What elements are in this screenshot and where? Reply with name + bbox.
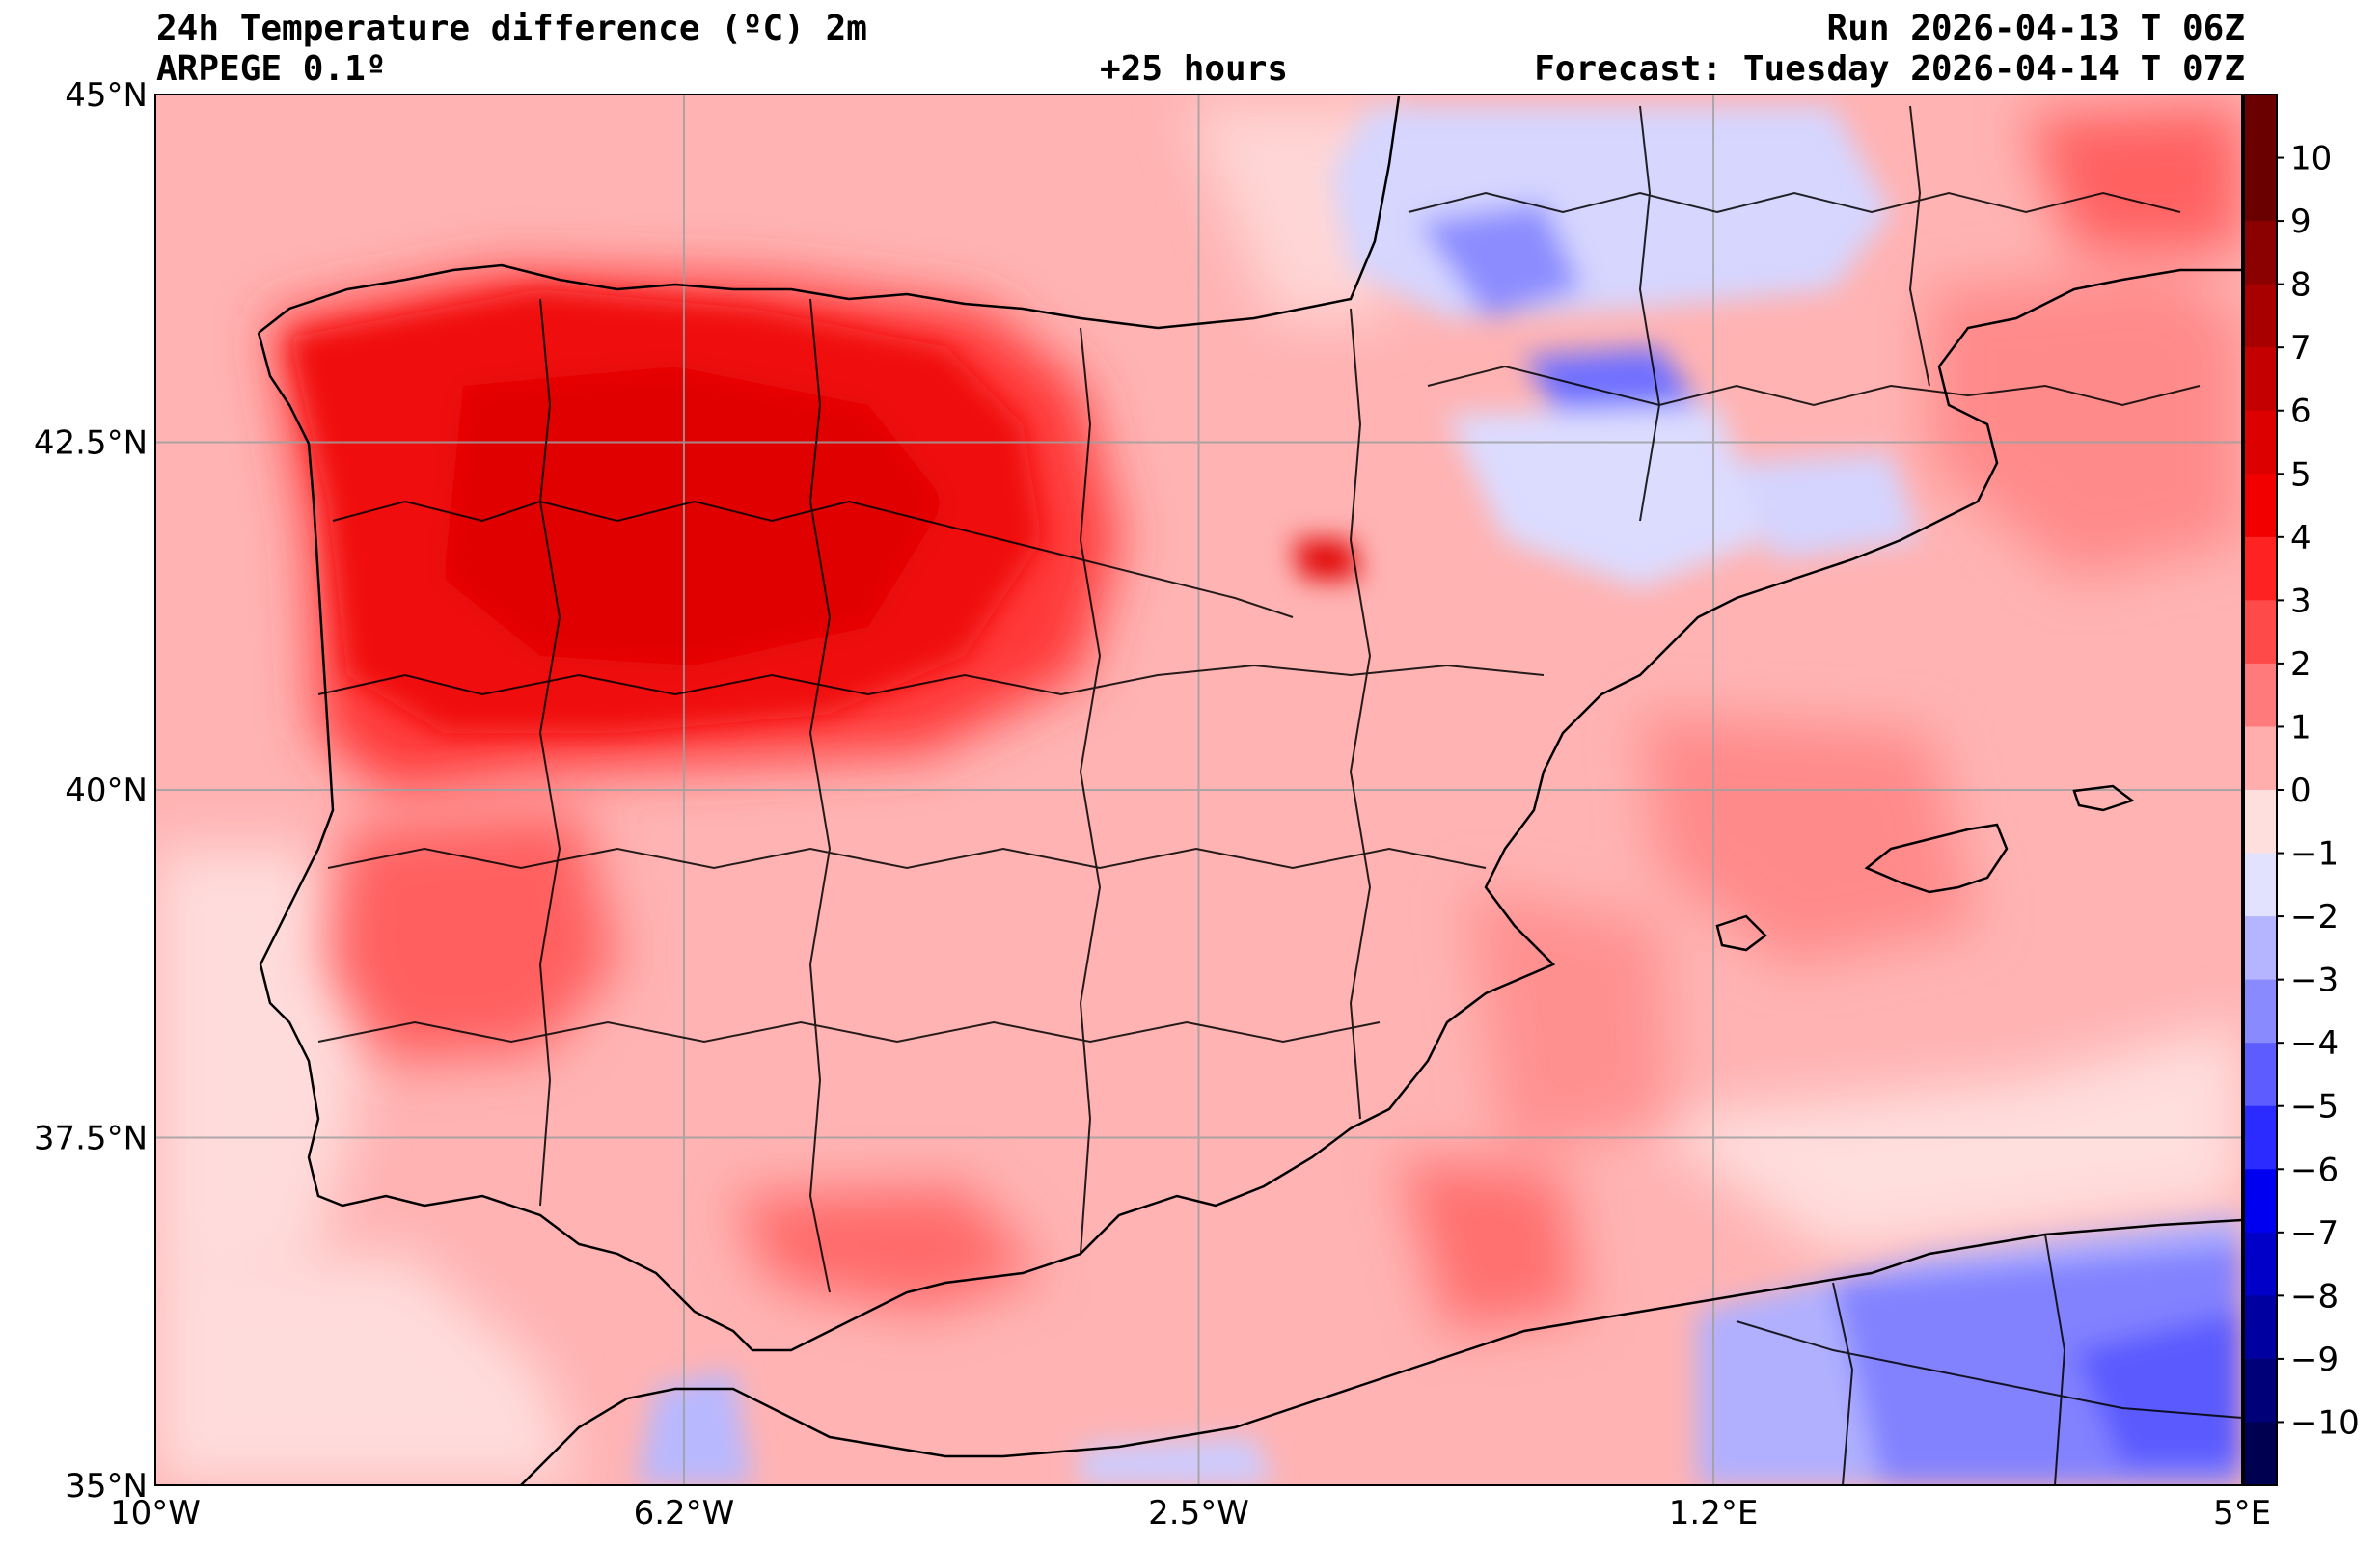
- colorbar-band: [2244, 474, 2277, 538]
- colorbar-label: 8: [2290, 266, 2312, 305]
- colorbar-band: [2244, 979, 2277, 1044]
- colorbar-band: [2244, 853, 2277, 917]
- colorbar-band: [2244, 726, 2277, 791]
- colorbar-label: −10: [2290, 1403, 2360, 1442]
- latitude-tick-labels: 45°N 42.5°N 40°N 37.5°N 35°N: [34, 76, 148, 1506]
- lat-tick-label: 37.5°N: [34, 1120, 148, 1158]
- colorbar-label: −3: [2290, 962, 2339, 1000]
- lon-tick-label: 5°E: [2213, 1494, 2271, 1533]
- colorbar-band: [2244, 95, 2277, 159]
- colorbar-band: [2244, 1358, 2277, 1424]
- colorbar-band: [2244, 410, 2277, 475]
- lon-tick-label: 1.2°E: [1669, 1494, 1759, 1533]
- chart-title: 24h Temperature difference (ºC) 2m: [156, 9, 867, 48]
- colorbar-band: [2244, 157, 2277, 222]
- colorbar-band: [2244, 347, 2277, 412]
- colorbar-band: [2244, 790, 2277, 855]
- colorbar-label: 10: [2290, 140, 2332, 178]
- colorbar-label: −6: [2290, 1151, 2339, 1189]
- colorbar-label: −9: [2290, 1341, 2339, 1379]
- forecast-label: Forecast: Tuesday 2026-04-14 T 07Z: [1534, 49, 2245, 89]
- map-frame: [154, 94, 2243, 1486]
- colorbar-label: 4: [2290, 519, 2312, 557]
- colorbar-band: [2244, 1295, 2277, 1360]
- colorbar-label: 9: [2290, 203, 2312, 241]
- colorbar-band: [2244, 600, 2277, 665]
- model-label: ARPEGE 0.1º: [156, 49, 387, 89]
- colorbar-band: [2244, 1043, 2277, 1107]
- colorbar-label: 5: [2290, 455, 2312, 494]
- province-borders: [317, 105, 2242, 1485]
- colorbar-band: [2244, 1169, 2277, 1234]
- coastline-borders: [257, 95, 2242, 1485]
- colorbar-band: [2244, 1232, 2277, 1296]
- colorbar-band: [2244, 536, 2277, 601]
- lon-tick-label: 10°W: [110, 1494, 201, 1533]
- longitude-tick-labels: 10°W 6.2°W 2.5°W 1.2°E 5°E: [110, 1494, 2271, 1533]
- colorbar-label: −5: [2290, 1088, 2339, 1126]
- lat-tick-label: 40°N: [65, 772, 148, 810]
- lat-tick-label: 42.5°N: [34, 424, 148, 463]
- colorbar-label: −2: [2290, 898, 2339, 936]
- run-label: Run 2026-04-13 T 06Z: [1826, 9, 2245, 48]
- lead-time-label: +25 hours: [1100, 49, 1289, 89]
- colorbar-band: [2244, 1105, 2277, 1170]
- colorbar-label: −7: [2290, 1214, 2339, 1253]
- lat-tick-label: 35°N: [65, 1467, 148, 1506]
- colorbar-band: [2244, 221, 2277, 285]
- lat-tick-label: 45°N: [65, 76, 148, 115]
- colorbar-band: [2244, 1422, 2277, 1486]
- colorbar-label: 7: [2290, 329, 2312, 367]
- colorbar-label: 3: [2290, 582, 2312, 620]
- lon-tick-label: 2.5°W: [1148, 1494, 1249, 1533]
- colorbar-label: 1: [2290, 708, 2312, 746]
- colorbar-label: −1: [2290, 835, 2339, 874]
- colorbar-label: 2: [2290, 645, 2312, 684]
- colorbar-band: [2244, 663, 2277, 728]
- colorbar-label: −4: [2290, 1024, 2339, 1063]
- colorbar-label: 6: [2290, 393, 2312, 431]
- colorbar-band: [2244, 916, 2277, 981]
- colorbar-band: [2244, 284, 2277, 348]
- colorbar-label: 0: [2290, 772, 2312, 810]
- colorbar-label: −8: [2290, 1277, 2339, 1316]
- lon-tick-label: 6.2°W: [634, 1494, 735, 1533]
